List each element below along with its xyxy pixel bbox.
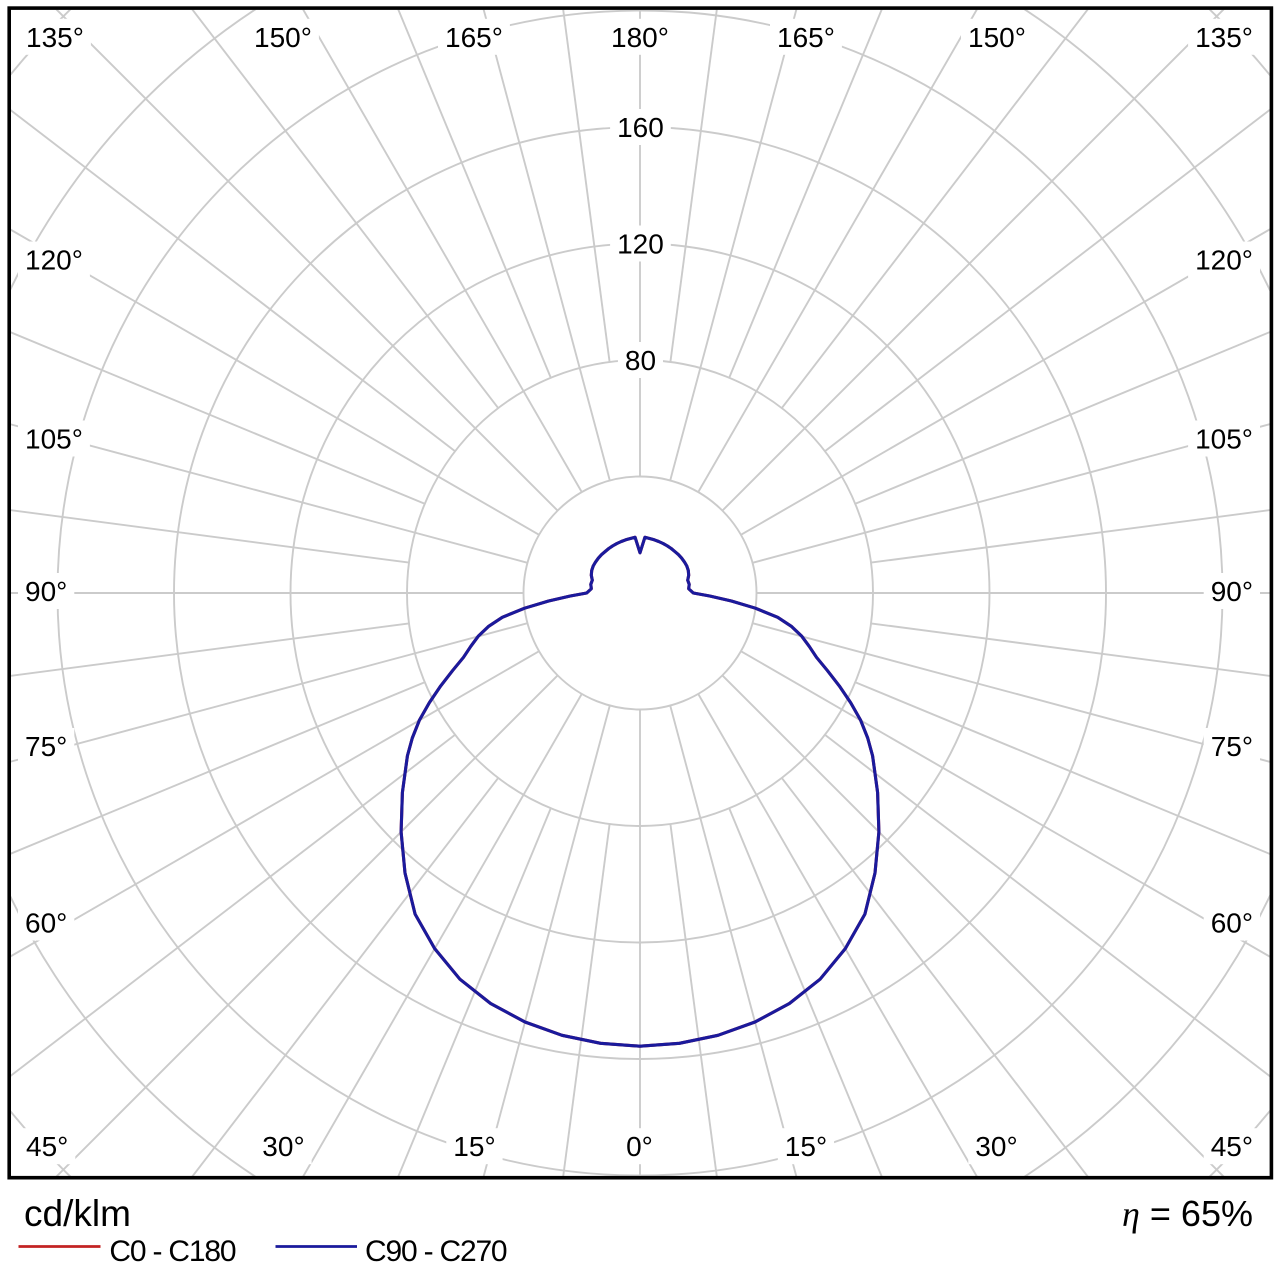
svg-text:15°: 15° xyxy=(785,1131,827,1162)
svg-text:150°: 150° xyxy=(254,22,312,53)
svg-text:160: 160 xyxy=(617,112,664,143)
svg-text:75°: 75° xyxy=(1211,731,1253,762)
svg-text:120°: 120° xyxy=(25,245,83,276)
svg-text:15°: 15° xyxy=(453,1131,495,1162)
svg-text:105°: 105° xyxy=(1195,424,1253,455)
svg-text:η = 65%: η = 65% xyxy=(1122,1193,1253,1234)
svg-text:135°: 135° xyxy=(1195,22,1253,53)
svg-text:45°: 45° xyxy=(1211,1131,1253,1162)
svg-text:90°: 90° xyxy=(1211,576,1253,607)
svg-text:cd/klm: cd/klm xyxy=(24,1193,131,1234)
svg-text:60°: 60° xyxy=(25,908,67,939)
svg-text:45°: 45° xyxy=(26,1131,68,1162)
svg-text:135°: 135° xyxy=(26,22,84,53)
svg-text:30°: 30° xyxy=(975,1131,1017,1162)
svg-text:105°: 105° xyxy=(25,424,83,455)
svg-text:75°: 75° xyxy=(25,731,67,762)
svg-text:C0 - C180: C0 - C180 xyxy=(109,1235,235,1268)
svg-text:80: 80 xyxy=(625,345,656,376)
svg-text:C90 - C270: C90 - C270 xyxy=(365,1235,507,1268)
svg-text:30°: 30° xyxy=(262,1131,304,1162)
svg-text:60°: 60° xyxy=(1211,908,1253,939)
svg-text:180°: 180° xyxy=(611,22,669,53)
svg-text:0°: 0° xyxy=(626,1131,653,1162)
svg-text:150°: 150° xyxy=(968,22,1026,53)
svg-text:120°: 120° xyxy=(1195,245,1253,276)
svg-text:120: 120 xyxy=(617,229,664,260)
svg-text:90°: 90° xyxy=(25,576,67,607)
svg-text:165°: 165° xyxy=(445,22,503,53)
svg-text:165°: 165° xyxy=(777,22,835,53)
